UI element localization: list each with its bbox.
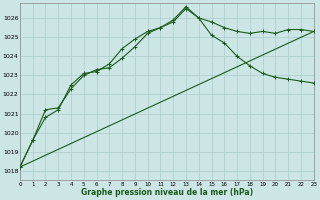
X-axis label: Graphe pression niveau de la mer (hPa): Graphe pression niveau de la mer (hPa) xyxy=(81,188,253,197)
